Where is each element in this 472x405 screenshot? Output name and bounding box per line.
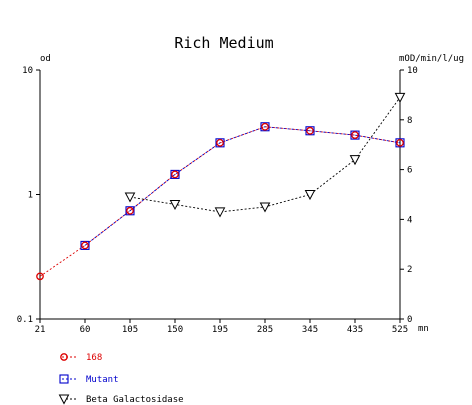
data-point bbox=[305, 126, 315, 136]
y-right-tick-label: 0 bbox=[407, 315, 412, 325]
x-axis-label: mn bbox=[418, 324, 429, 334]
data-point bbox=[125, 206, 135, 216]
data-point bbox=[395, 138, 405, 148]
x-tick-label: 345 bbox=[302, 325, 318, 335]
series-line-2 bbox=[129, 97, 401, 213]
legend-marker bbox=[60, 353, 68, 361]
x-tick-label: 525 bbox=[392, 325, 408, 335]
data-point bbox=[214, 207, 226, 218]
x-tick-label: 285 bbox=[257, 325, 273, 335]
data-point bbox=[124, 192, 136, 203]
data-point bbox=[304, 190, 316, 201]
legend-marker bbox=[58, 394, 70, 405]
data-point bbox=[80, 240, 90, 250]
legend-label: Beta Galactosidase bbox=[86, 395, 184, 405]
data-point bbox=[351, 131, 359, 139]
y-right-axis-label: mOD/min/l/ug bbox=[399, 54, 464, 64]
x-tick-label: 21 bbox=[35, 325, 46, 335]
legend-marker bbox=[59, 374, 69, 384]
data-point bbox=[216, 138, 224, 147]
data-point bbox=[350, 130, 360, 140]
data-point bbox=[396, 138, 404, 147]
data-point bbox=[170, 169, 180, 179]
data-point bbox=[306, 126, 314, 135]
x-tick-label: 60 bbox=[80, 325, 91, 335]
x-tick-label: 435 bbox=[347, 325, 363, 335]
data-point bbox=[81, 241, 89, 250]
series-line-0 bbox=[39, 126, 401, 277]
legend-label: Mutant bbox=[86, 375, 119, 385]
x-tick-label: 105 bbox=[122, 325, 138, 335]
data-point bbox=[260, 122, 270, 132]
data-point bbox=[126, 206, 134, 215]
y-right-tick-label: 8 bbox=[407, 116, 412, 126]
y-left-tick-label: 0.1 bbox=[17, 315, 33, 325]
data-point bbox=[394, 92, 406, 103]
series-line-1 bbox=[84, 126, 401, 246]
x-tick-label: 150 bbox=[167, 325, 183, 335]
data-point bbox=[261, 122, 269, 131]
data-point bbox=[215, 138, 225, 148]
y-right-tick-label: 2 bbox=[407, 265, 412, 275]
y-left-tick-label: 1 bbox=[28, 191, 33, 201]
legend-label: 168 bbox=[86, 353, 102, 363]
x-tick-label: 195 bbox=[212, 325, 228, 335]
y-right-tick-label: 4 bbox=[407, 215, 412, 225]
data-point bbox=[349, 155, 361, 166]
data-point bbox=[171, 170, 179, 179]
chart-title: Rich Medium bbox=[174, 34, 273, 52]
data-point bbox=[36, 272, 44, 281]
y-left-axis-label: od bbox=[40, 54, 51, 64]
data-point bbox=[169, 199, 181, 211]
data-point bbox=[259, 202, 271, 213]
y-right-tick-label: 10 bbox=[407, 66, 418, 76]
y-right-tick-label: 6 bbox=[407, 166, 412, 176]
y-left-tick-label: 10 bbox=[22, 66, 33, 76]
